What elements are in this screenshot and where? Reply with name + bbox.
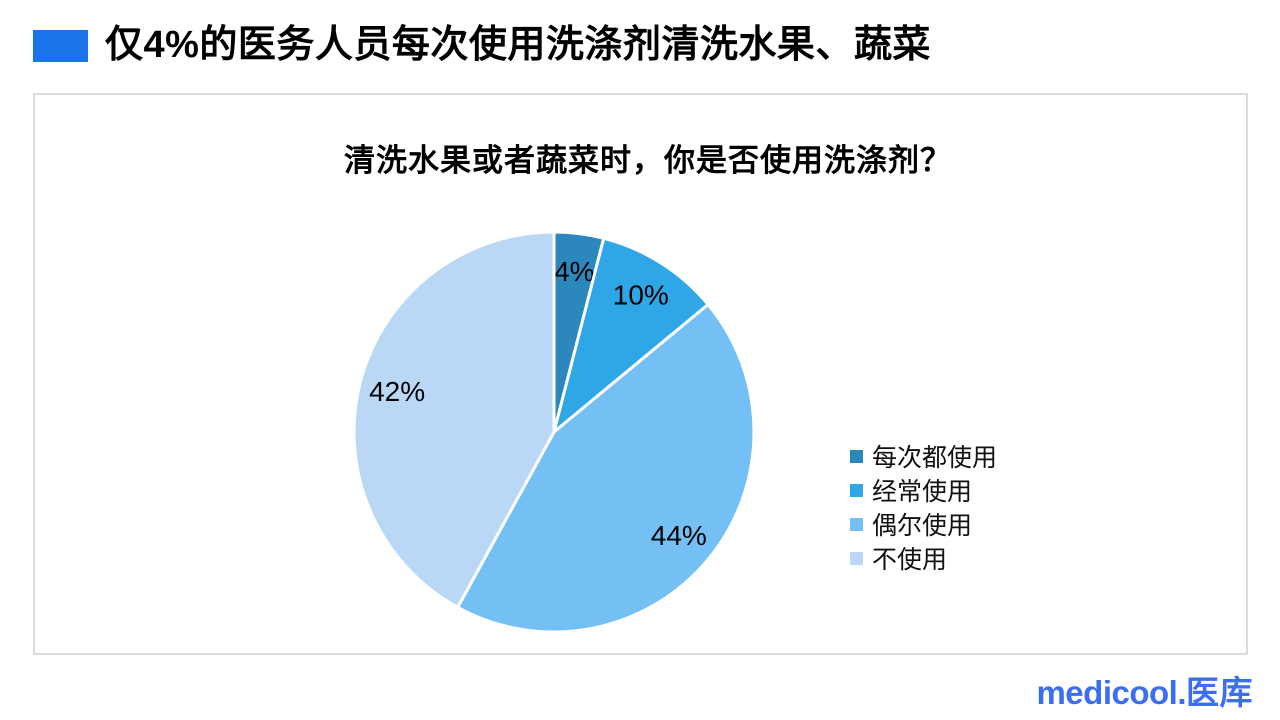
pie-slice-label: 4% — [554, 256, 594, 287]
legend-swatch — [850, 449, 863, 463]
legend-label: 不使用 — [872, 546, 948, 574]
pie-slice-label: 42% — [369, 376, 425, 407]
medicool-logo: medicool.医库 — [1036, 666, 1253, 714]
legend-item: 偶尔使用 — [850, 507, 997, 541]
legend-item: 经常使用 — [850, 473, 997, 507]
chart-title: 清洗水果或者蔬菜时，你是否使用洗涤剂？ — [344, 143, 952, 178]
pie-chart: 4% 10% 44% 42% — [352, 230, 756, 634]
legend-label: 每次都使用 — [872, 444, 998, 472]
legend: 每次都使用 经常使用 偶尔使用 不使用 — [850, 439, 997, 575]
pie-slice — [456, 303, 756, 634]
legend-label: 偶尔使用 — [872, 512, 973, 540]
legend-swatch — [850, 517, 863, 531]
legend-item: 每次都使用 — [850, 439, 997, 473]
page-title: 仅4%的医务人员每次使用洗涤剂清洗水果、蔬菜 — [105, 24, 931, 66]
pie-slice — [352, 230, 556, 609]
logo-latin-text: medicool. — [1036, 674, 1186, 711]
pie-slice — [552, 236, 710, 434]
pie-slice-label: 10% — [613, 280, 669, 311]
title-accent-bar — [33, 29, 88, 62]
header: 仅4%的医务人员每次使用洗涤剂清洗水果、蔬菜 — [33, 24, 931, 68]
logo-cjk-text: 医库 — [1186, 674, 1253, 711]
legend-item: 不使用 — [850, 541, 997, 575]
legend-label: 经常使用 — [872, 478, 973, 506]
legend-swatch — [850, 483, 863, 497]
chart-panel: 清洗水果或者蔬菜时，你是否使用洗涤剂？ 4% 10% 44% 42% 每次都使用 经常… — [33, 93, 1248, 655]
legend-swatch — [850, 551, 863, 565]
pie-slice-label: 44% — [651, 520, 707, 551]
